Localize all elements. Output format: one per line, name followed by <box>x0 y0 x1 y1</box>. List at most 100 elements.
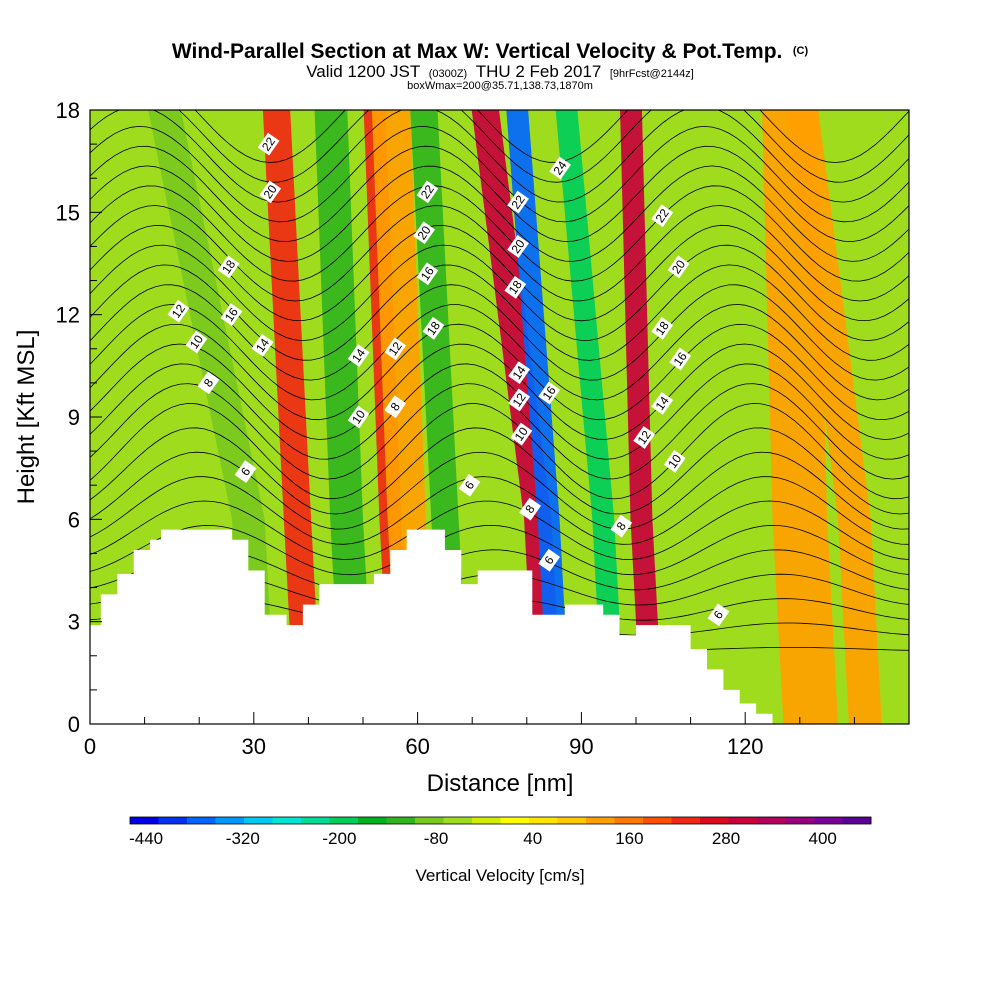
y-axis: 0 3 6 9 12 15 18 <box>56 98 102 737</box>
isentrope-label-box <box>259 180 282 204</box>
isentrope-line <box>90 110 909 203</box>
colorbar-swatch <box>386 817 416 824</box>
isentrope-label-box <box>669 347 692 371</box>
isentrope-label: 10 <box>347 405 370 429</box>
isentrope-label-box <box>508 388 531 412</box>
y-tick-label: 6 <box>68 507 80 532</box>
isentrope-label: 24 <box>549 156 572 180</box>
isentrope-label-box <box>416 180 439 204</box>
isentrope-label-box <box>508 361 531 385</box>
isentrope-line <box>90 165 909 262</box>
isentrope-label: 14 <box>347 344 370 367</box>
isentrope-line <box>90 244 909 342</box>
isentrope-label: 18 <box>504 275 527 299</box>
chart-title: Wind-Parallel Section at Max W: Vertical… <box>172 40 809 63</box>
colorbar-swatch <box>643 817 672 824</box>
isentrope-label: 20 <box>667 255 690 279</box>
isentrope-label-box <box>651 391 674 415</box>
isentrope-line <box>90 427 909 515</box>
colorbar-swatch <box>415 817 444 824</box>
colorbar-tick-label: -320 <box>226 829 260 848</box>
colorbar-swatch <box>329 817 359 824</box>
valid-date: THU 2 Feb 2017 <box>476 62 602 81</box>
colorbar-title: Vertical Velocity [cm/s] <box>415 866 584 885</box>
box-info: boxWmax=200@35.71,138.73,1870m <box>407 80 593 92</box>
isentrope-line <box>90 363 909 460</box>
isentrope-label-box <box>507 235 529 258</box>
colorbar-swatch <box>700 817 729 824</box>
colorbar-swatch <box>757 817 786 824</box>
colorbar-tick-label: 280 <box>712 829 740 848</box>
isentrope-label: 12 <box>384 337 407 361</box>
isentrope-line <box>90 145 909 243</box>
isentrope-line <box>90 524 909 576</box>
isentrope-label: 22 <box>257 132 280 156</box>
colorbar-swatch <box>272 817 302 824</box>
x-axis: 0 30 60 90 120 <box>84 712 910 759</box>
isentrope-label: 6 <box>234 460 257 483</box>
x-tick-label: 0 <box>84 734 96 759</box>
colorbar-swatch <box>842 817 872 824</box>
isentrope-line <box>90 205 909 302</box>
isentrope-label-box <box>549 156 572 180</box>
isentrope-label: 6 <box>538 548 561 572</box>
plot-area <box>90 110 909 724</box>
colorbar-swatch <box>586 817 615 824</box>
isentrope-label-box <box>220 303 243 327</box>
isentrope-label: 20 <box>413 221 436 245</box>
isentrope-label: 6 <box>707 603 730 627</box>
isentrope-label-box <box>384 337 407 361</box>
isentrope-label-box <box>507 190 529 214</box>
isentrope-label: 16 <box>220 303 243 327</box>
x-tick-label: 60 <box>405 734 429 759</box>
isentrope-label: 14 <box>651 391 674 415</box>
valid-utc: (0300Z) <box>429 68 468 80</box>
x-tick-label: 120 <box>727 734 764 759</box>
isentrope-line <box>90 125 909 223</box>
y-tick-label: 3 <box>68 610 80 635</box>
colorbar-tick-label: 160 <box>615 829 643 848</box>
y-tick-label: 0 <box>68 712 80 737</box>
colorbar-swatch <box>130 817 159 824</box>
colorbar-swatch <box>443 817 473 824</box>
isentrope-line <box>194 110 909 163</box>
isentrope-label: 8 <box>384 395 407 419</box>
velocity-field <box>90 110 909 724</box>
isentrope-label-box <box>347 344 370 367</box>
isentrope-label: 8 <box>197 371 220 395</box>
isentrope-label-box <box>610 514 633 538</box>
colorbar-swatch <box>301 817 330 824</box>
forecast-info: [9hrFcst@2144z] <box>610 68 694 80</box>
isentrope-line <box>90 323 909 421</box>
isentrope-label: 14 <box>251 333 274 357</box>
colorbar-swatch <box>814 817 843 824</box>
isentrope-label: 22 <box>507 190 529 214</box>
isentrope-label-box <box>510 422 533 446</box>
isentrope-label: 8 <box>519 497 541 521</box>
isentrope-label: 12 <box>508 388 531 412</box>
isentrope-label: 10 <box>510 422 533 446</box>
colorbar-swatch <box>158 817 188 824</box>
velocity-band <box>262 110 322 724</box>
colorbar-swatch <box>500 817 530 824</box>
terrain-mask <box>90 529 909 724</box>
x-tick-label: 30 <box>242 734 266 759</box>
isentrope-label: 16 <box>416 262 439 286</box>
isentrope-line <box>90 264 909 361</box>
y-tick-label: 12 <box>56 303 80 328</box>
isentrope-label: 16 <box>538 381 561 405</box>
isentrope-line <box>90 500 909 560</box>
isentrope-label-box <box>197 371 220 395</box>
colorbar: -440 -320 -200 -80 40 160 280 400 <box>129 816 872 848</box>
isentrope-line <box>90 303 909 401</box>
colorbar-swatch <box>785 817 815 824</box>
isentrope-label: 20 <box>507 235 529 258</box>
velocity-band <box>555 110 626 724</box>
y-tick-label: 15 <box>56 200 80 225</box>
isentrope-label: 22 <box>416 180 439 204</box>
colorbar-swatch <box>614 817 644 824</box>
isentrope-label-box <box>538 548 561 572</box>
colorbar-tick-label: -200 <box>322 829 356 848</box>
colorbar-swatch <box>529 817 558 824</box>
velocity-band <box>314 110 374 724</box>
